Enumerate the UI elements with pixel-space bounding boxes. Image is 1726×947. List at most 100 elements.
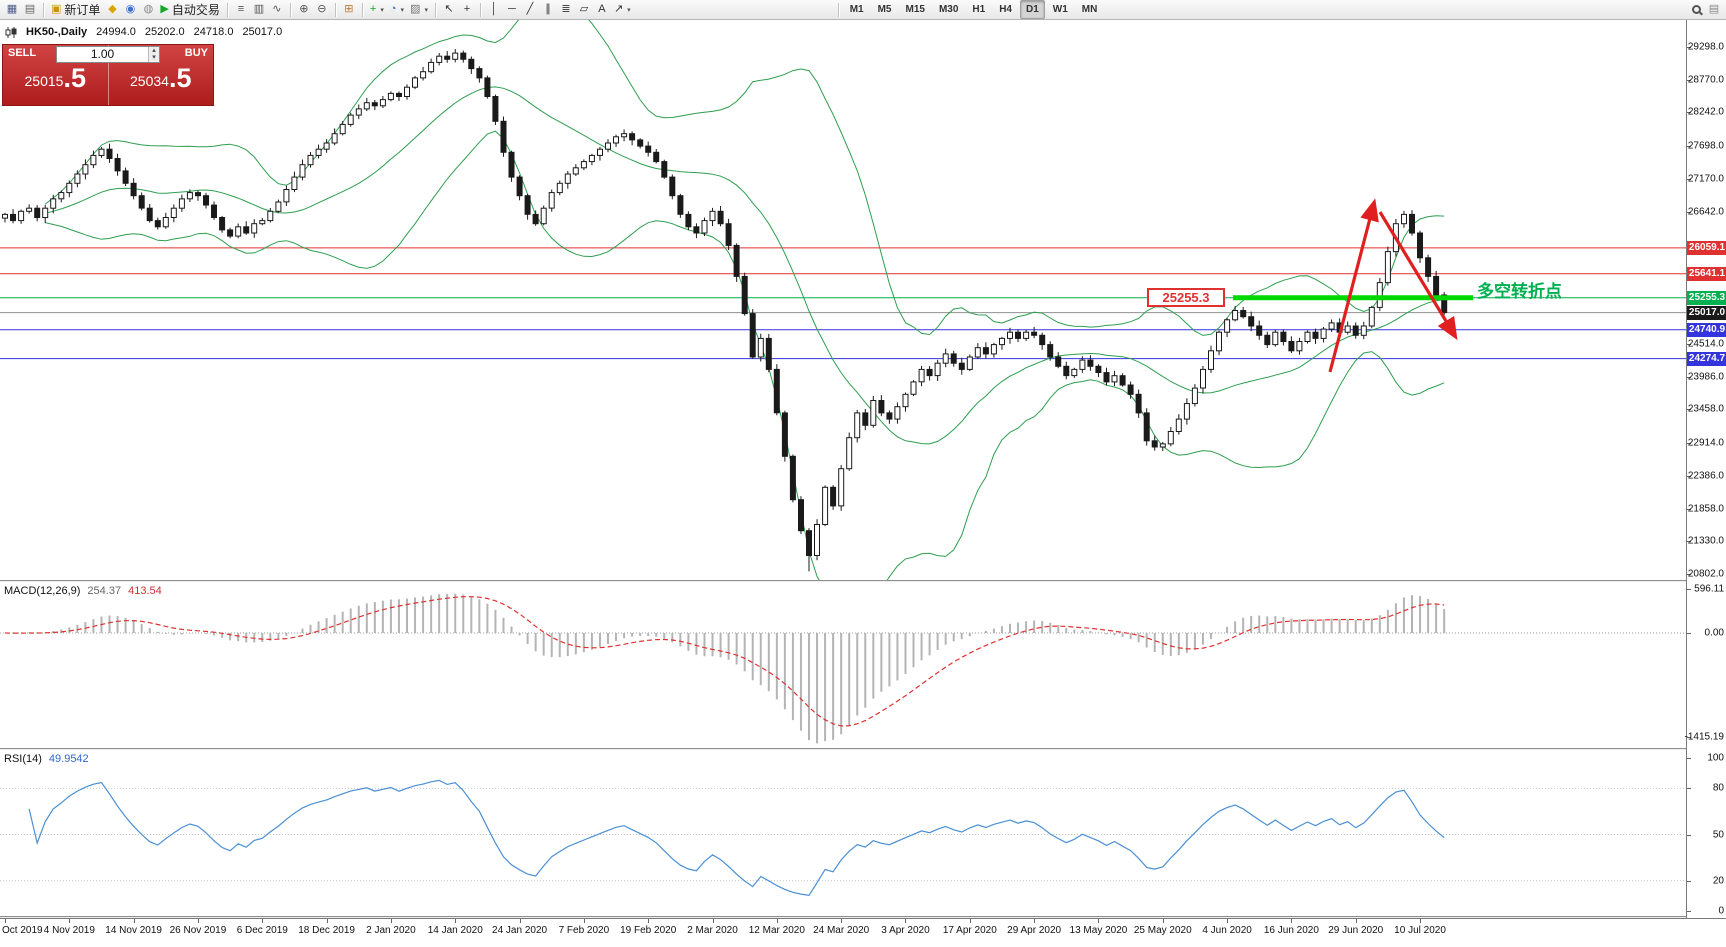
- fibonacci-button[interactable]: ≣: [557, 1, 575, 19]
- price-tick-mark: [1687, 476, 1691, 477]
- price-tick-label: 28770.0: [1687, 74, 1724, 86]
- time-axis[interactable]: Oct 2019 4 Nov 2019 14 Nov 2019 26 Nov 2019…: [0, 918, 1726, 940]
- macd-tick-mark: [1687, 589, 1691, 590]
- timeframe-m30-button[interactable]: M30: [938, 4, 959, 15]
- time-tick-mark: [1227, 919, 1228, 923]
- data-window-button[interactable]: ◍: [139, 1, 157, 19]
- crosshair-button[interactable]: +: [458, 1, 476, 19]
- vertical-line-button[interactable]: │: [485, 1, 503, 19]
- templates-button[interactable]: ▨ ▾: [407, 1, 431, 19]
- up-arrow-drawing[interactable]: [1328, 198, 1379, 373]
- timeframe-m15-button[interactable]: M15: [905, 4, 925, 15]
- autotrading-button[interactable]: ▶ 自动交易: [157, 1, 222, 19]
- pane-separator[interactable]: [0, 580, 1726, 582]
- tile-windows-icon: ⊞: [344, 3, 354, 15]
- tile-windows-button[interactable]: ⊞: [340, 1, 358, 19]
- horizontal-line-button[interactable]: ─: [503, 1, 521, 19]
- time-tick-mark: [327, 919, 328, 923]
- shapes-button[interactable]: ▱: [575, 1, 593, 19]
- new-chart-button[interactable]: ▦: [3, 1, 21, 19]
- volume-down-button[interactable]: ▾: [149, 54, 159, 61]
- date-label: 6 Dec 2019: [236, 925, 288, 936]
- text-button[interactable]: A: [593, 1, 611, 19]
- market-watch-button[interactable]: ◉: [121, 1, 139, 19]
- candlestick-chart-button[interactable]: ▥: [250, 1, 268, 19]
- timeframe-m5-button[interactable]: M5: [877, 4, 892, 15]
- date-label: 18 Dec 2019: [298, 925, 355, 936]
- price-tick-mark: [1687, 47, 1691, 48]
- window-list-button[interactable]: ▤: [1705, 1, 1723, 19]
- search-button[interactable]: [1687, 1, 1705, 19]
- macd-histogram[interactable]: [5, 593, 1446, 744]
- main-chart-canvas[interactable]: [0, 20, 1686, 580]
- macd-pane-canvas[interactable]: [0, 582, 1686, 748]
- zoom-out-button[interactable]: ⊖: [313, 1, 331, 19]
- line-chart-button[interactable]: ∿: [268, 1, 286, 19]
- rsi-line[interactable]: [28, 779, 1445, 897]
- price-axis[interactable]: 29298.0 28770.0 28242.0 27698.0 27170.0 26642…: [1685, 20, 1726, 918]
- timeframe-h1-button[interactable]: H1: [972, 4, 986, 15]
- timeframe-d1-button[interactable]: D1: [1020, 0, 1045, 19]
- candles: [2, 49, 1448, 572]
- chart-profiles-button[interactable]: ▤: [21, 1, 39, 19]
- toolbar-separator: [43, 2, 44, 17]
- price-tick-mark: [1687, 146, 1691, 147]
- down-arrow-drawing[interactable]: [1378, 211, 1458, 341]
- timeframe-m1-button[interactable]: M1: [849, 4, 864, 15]
- horizontal-level-lines[interactable]: [0, 247, 1686, 360]
- date-label: Oct 2019: [2, 925, 43, 936]
- bollinger-middle-band[interactable]: [45, 86, 1445, 445]
- zoom-in-button[interactable]: ⊕: [295, 1, 313, 19]
- equidistant-channel-button[interactable]: ∥: [539, 1, 557, 19]
- time-tick-mark: [841, 919, 842, 923]
- bollinger-lower-band[interactable]: [45, 130, 1445, 580]
- time-tick-mark: [1291, 919, 1292, 923]
- indicators-button[interactable]: + ▾: [367, 1, 387, 19]
- price-tick-label: 27698.0: [1687, 140, 1724, 152]
- price-tick-label: 24514.0: [1687, 338, 1724, 350]
- pane-separator[interactable]: [0, 916, 1726, 918]
- volume-value[interactable]: 1.00: [90, 47, 115, 61]
- date-label: 2 Mar 2020: [687, 925, 738, 936]
- price-tick-mark: [1687, 112, 1691, 113]
- turning-point-annotation[interactable]: 多空转折点: [1477, 282, 1562, 301]
- timeframe-mn-button[interactable]: MN: [1081, 4, 1098, 15]
- metaeditor-button[interactable]: ◆: [103, 1, 121, 19]
- vertical-line-icon: │: [490, 3, 498, 15]
- macd-signal-line[interactable]: [4, 596, 1445, 727]
- volume-up-button[interactable]: ▴: [149, 47, 159, 54]
- quote-open: 24994.0: [96, 26, 136, 38]
- volume-field[interactable]: 1.00 ▴ ▾: [56, 46, 160, 63]
- market-watch-icon: ◉: [125, 3, 136, 15]
- arrows-tool-button[interactable]: ↗ ▾: [611, 1, 634, 19]
- chart-title: HK50-,Daily: [26, 26, 88, 38]
- periods-button[interactable]: ◔ ▾: [387, 1, 407, 19]
- bar-chart-button[interactable]: ≡: [232, 1, 250, 19]
- rsi-tick-mark: [1687, 758, 1691, 759]
- bollinger-upper-band[interactable]: [44, 20, 1445, 336]
- price-level-tag: 25641.1: [1687, 266, 1726, 281]
- timeframe-h4-button[interactable]: H4: [999, 4, 1012, 15]
- rsi-pane-canvas[interactable]: [0, 750, 1686, 916]
- price-tick-label: 23986.0: [1687, 371, 1724, 383]
- time-tick-mark: [520, 919, 521, 923]
- toolbar-separator: [434, 2, 436, 17]
- cursor-button[interactable]: ↖: [440, 1, 458, 19]
- toolbar-separator: [334, 2, 336, 17]
- trendline-button[interactable]: ╱: [521, 1, 539, 19]
- macd-tick-label: 596.11: [1694, 583, 1724, 595]
- date-label: 25 May 2020: [1133, 925, 1192, 936]
- price-tick-mark: [1687, 509, 1691, 510]
- time-tick-mark: [69, 919, 70, 923]
- time-tick-mark: [1034, 919, 1035, 923]
- time-tick-mark: [134, 919, 135, 923]
- date-label: 14 Jan 2020: [427, 925, 483, 936]
- new-order-button[interactable]: ▣ 新订单: [48, 1, 103, 19]
- timeframe-w1-button[interactable]: W1: [1052, 4, 1068, 15]
- support-price-label[interactable]: 25255.3: [1147, 288, 1225, 307]
- price-level-tag: 24274.7: [1687, 351, 1726, 366]
- macd-main-value: 254.37: [87, 585, 122, 597]
- sell-price-big: .5: [63, 63, 86, 93]
- pane-separator[interactable]: [0, 748, 1726, 750]
- trendline-icon: ╱: [526, 3, 534, 15]
